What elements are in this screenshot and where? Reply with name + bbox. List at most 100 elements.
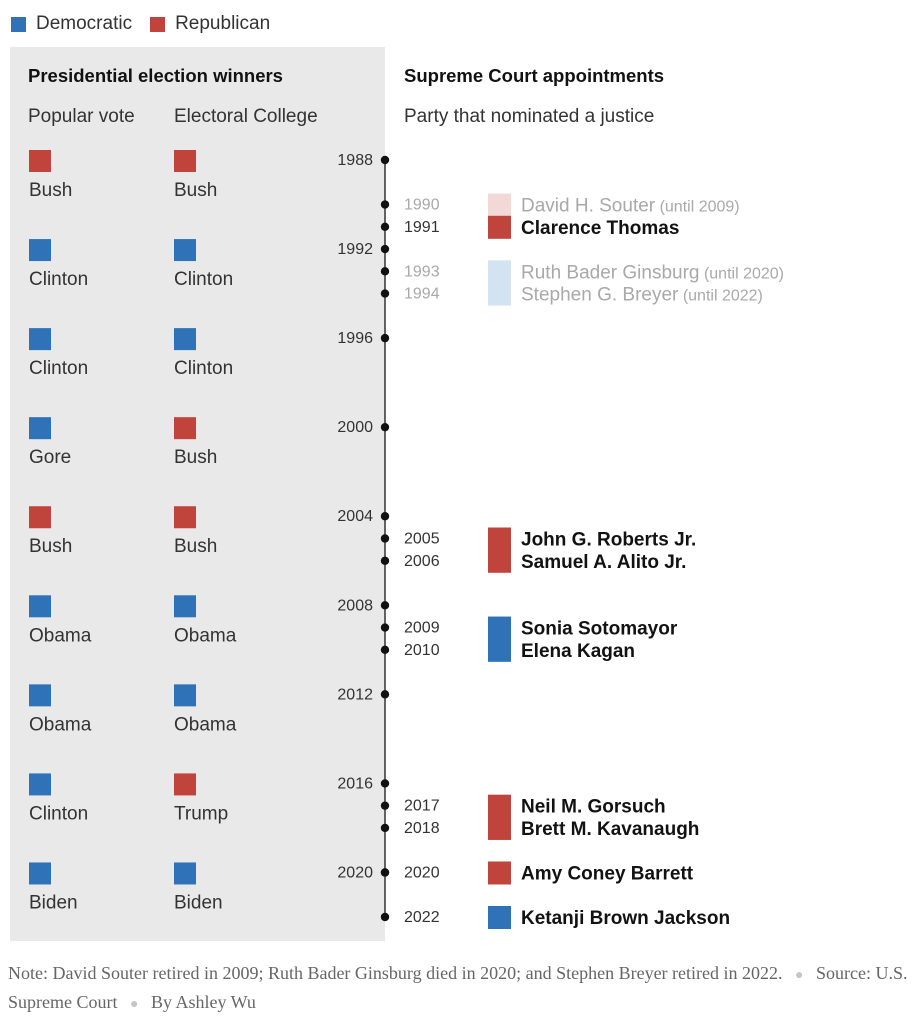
- appointment-year-dot: [380, 912, 390, 922]
- election-year-label: 2008: [337, 597, 373, 614]
- popular-vote-square: [29, 595, 51, 618]
- appointment-year-label: 2017: [404, 798, 440, 815]
- popular-winner-label: Clinton: [29, 803, 88, 824]
- election-year-label: 2020: [337, 864, 373, 881]
- electoral-vote-square: [174, 595, 196, 618]
- election-year-dot: [380, 512, 390, 521]
- popular-vote-square: [29, 328, 51, 351]
- election-year-dot: [380, 244, 390, 254]
- justice-party-square: [488, 282, 511, 306]
- electoral-winner-label: Biden: [174, 892, 223, 913]
- electoral-vote-square: [174, 239, 196, 262]
- appointment-year-dot: [380, 868, 390, 877]
- popular-winner-label: Obama: [29, 714, 92, 735]
- electoral-winner-label: Clinton: [174, 269, 233, 290]
- justice-name-label: Amy Coney Barrett: [521, 863, 694, 884]
- separator-dot-icon: ●: [795, 968, 804, 983]
- justice-name-label: Neil M. Gorsuch: [521, 797, 666, 818]
- election-year-label: 2000: [337, 419, 373, 436]
- popular-vote-square: [29, 684, 51, 707]
- appointment-year-label: 1990: [404, 197, 440, 214]
- election-year-dot: [380, 333, 390, 343]
- justice-name: Brett M. Kavanaugh: [521, 819, 699, 840]
- popular-winner-label: Bush: [29, 536, 72, 557]
- popular-winner-label: Obama: [29, 625, 92, 646]
- electoral-winner-label: Obama: [174, 714, 237, 735]
- justice-party-square: [488, 616, 511, 640]
- appointment-year-label: 2018: [404, 820, 440, 837]
- justice-party-square: [488, 193, 511, 217]
- footer-note: Note: David Souter retired in 2009; Ruth…: [8, 960, 908, 1018]
- popular-winner-label: Clinton: [29, 358, 88, 379]
- republican-swatch-icon: [150, 16, 166, 32]
- electoral-winner-label: Obama: [174, 625, 237, 646]
- appointment-year-label: 1994: [404, 286, 440, 303]
- justice-name: Ketanji Brown Jackson: [521, 908, 730, 929]
- electoral-winner-label: Clinton: [174, 358, 233, 379]
- electoral-vote-square: [174, 684, 196, 707]
- justice-party-square: [488, 260, 511, 284]
- justice-name-label: David H. Souter (until 2009): [521, 196, 740, 217]
- timeline-chart: 1988 Bush Bush 1992 Clinton Clinton 1996 Clinto…: [29, 150, 784, 929]
- justice-name: David H. Souter: [521, 196, 656, 217]
- election-year-label: 1988: [337, 152, 373, 169]
- note-text: Note: David Souter retired in 2009; Ruth…: [8, 963, 783, 983]
- justice-name-label: Ruth Bader Ginsburg (until 2020): [521, 262, 784, 283]
- popular-vote-square: [29, 862, 51, 885]
- justice-name-label: Elena Kagan: [521, 641, 635, 662]
- election-year-label: 1996: [337, 330, 373, 347]
- byline-text: By Ashley Wu: [150, 992, 256, 1012]
- justice-party-square: [488, 215, 511, 239]
- justice-name: Clarence Thomas: [521, 218, 679, 239]
- electoral-winner-label: Bush: [174, 447, 217, 468]
- appointment-year-dot: [380, 556, 390, 565]
- electoral-college-header: Electoral College: [174, 106, 318, 127]
- popular-vote-square: [29, 417, 51, 440]
- popular-winner-label: Bush: [29, 180, 72, 201]
- justice-party-square: [488, 794, 511, 818]
- election-year-label: 2016: [337, 775, 373, 792]
- electoral-vote-square: [174, 328, 196, 351]
- democratic-swatch-icon: [11, 16, 26, 32]
- appointment-year-dot: [380, 267, 390, 276]
- justice-name: John G. Roberts Jr.: [521, 530, 696, 551]
- legend: Democratic Republican: [11, 10, 288, 38]
- electoral-vote-square: [174, 150, 196, 172]
- electoral-vote-square: [174, 417, 196, 440]
- justice-name: Ruth Bader Ginsburg: [521, 262, 700, 283]
- appointment-year-dot: [380, 222, 390, 231]
- appointment-year-dot: [380, 645, 390, 655]
- appointment-year-label: 2010: [404, 642, 440, 659]
- popular-winner-label: Clinton: [29, 269, 88, 290]
- popular-vote-square: [29, 506, 51, 529]
- justice-name: Neil M. Gorsuch: [521, 797, 666, 818]
- election-year-label: 2004: [337, 508, 373, 525]
- justice-name: Amy Coney Barrett: [521, 863, 694, 884]
- election-year-dot: [380, 779, 390, 788]
- legend-label-democratic: Democratic: [36, 13, 133, 34]
- separator-dot-icon: ●: [130, 997, 139, 1012]
- justice-name-label: Clarence Thomas: [521, 218, 679, 239]
- justice-name-label: John G. Roberts Jr.: [521, 530, 696, 551]
- justice-tenure-note: (until 2020): [700, 265, 785, 282]
- election-year-dot: [380, 422, 390, 432]
- justice-party-square: [488, 816, 511, 840]
- justice-name-label: Ketanji Brown Jackson: [521, 908, 730, 929]
- appointment-year-dot: [380, 823, 390, 833]
- justice-name-label: Stephen G. Breyer (until 2022): [521, 285, 763, 306]
- justice-party-square: [488, 527, 511, 551]
- justice-name-label: Brett M. Kavanaugh: [521, 819, 699, 840]
- justice-tenure-note: (until 2009): [655, 199, 740, 216]
- appointment-year-dot: [380, 623, 390, 632]
- appointment-year-label: 2006: [404, 553, 440, 570]
- electoral-winner-label: Trump: [174, 803, 228, 824]
- electoral-vote-square: [174, 862, 196, 885]
- justice-party-square: [488, 861, 511, 885]
- source-text: Source: U.S. Supreme Court: [8, 963, 908, 1012]
- legend-item-democratic: Democratic: [11, 13, 132, 35]
- electoral-winner-label: Bush: [174, 180, 217, 201]
- court-appointments-title: Supreme Court appointments: [404, 65, 665, 86]
- justice-name: Sonia Sotomayor: [521, 619, 678, 640]
- popular-winner-label: Gore: [29, 447, 71, 468]
- popular-winner-label: Biden: [29, 892, 78, 913]
